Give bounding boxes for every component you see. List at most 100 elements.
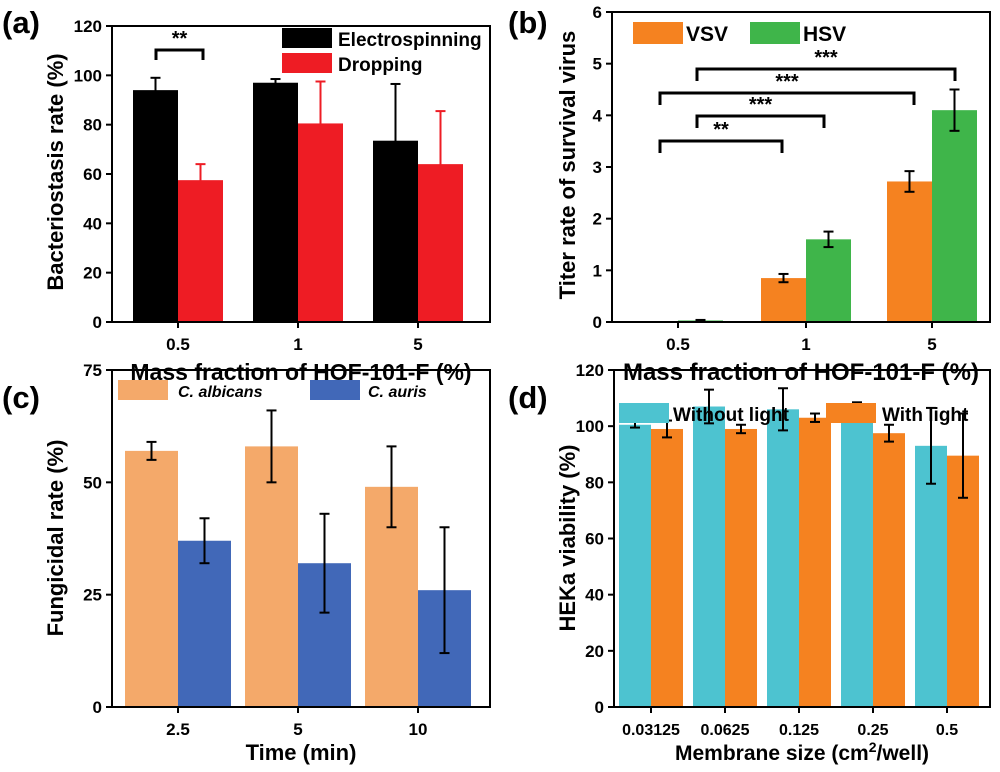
bar	[799, 417, 831, 707]
x-tick-label: 0.5	[666, 335, 690, 354]
y-tick-label: 6	[593, 3, 602, 22]
legend-label: C. auris	[368, 384, 427, 401]
y-axis-label: HEKa viability (%)	[555, 444, 580, 631]
y-tick-label: 0	[595, 698, 604, 717]
y-axis-label: Fungicidal rate (%)	[43, 440, 68, 637]
legend-swatch	[619, 403, 669, 423]
y-tick-label: 60	[585, 530, 604, 549]
y-tick-label: 1	[593, 261, 602, 280]
bar	[873, 433, 905, 707]
x-tick-label: 0.03125	[622, 722, 680, 739]
plot-frame	[613, 369, 991, 708]
legend-swatch	[282, 28, 332, 48]
legend-swatch	[282, 53, 332, 73]
x-axis-label: Mass fraction of HOF-101-F (%)	[623, 359, 979, 386]
x-tick-label: 0.125	[779, 722, 819, 739]
legend-swatch	[633, 22, 683, 44]
y-tick-label: 75	[83, 361, 102, 380]
panel-label: (b)	[508, 5, 548, 40]
bar	[178, 540, 231, 707]
x-tick-label: 1	[293, 335, 302, 354]
significance-label: ***	[749, 94, 773, 116]
legend-swatch	[826, 403, 876, 423]
y-tick-label: 100	[74, 66, 102, 85]
y-tick-label: 40	[83, 214, 102, 233]
y-tick-label: 100	[576, 417, 604, 436]
bar	[932, 110, 977, 323]
significance-label: ***	[775, 71, 799, 93]
y-tick-label: 0	[93, 313, 102, 332]
x-axis-label: Time (min)	[246, 740, 357, 765]
x-tick-label: 5	[413, 335, 422, 354]
x-axis-label: Mass fraction of HOF-101-F (%)	[130, 359, 471, 385]
significance-bracket	[695, 114, 826, 128]
legend-label: Dropping	[338, 55, 422, 76]
plot-frame	[111, 369, 491, 708]
x-tick-label: 0.0625	[701, 722, 750, 739]
legend-label: VSV	[686, 23, 728, 46]
y-tick-label: 120	[576, 361, 604, 380]
panel-label: (c)	[2, 380, 40, 415]
x-tick-label: 0.5	[936, 722, 958, 739]
bar	[887, 181, 932, 322]
bar	[725, 428, 757, 707]
x-tick-label: 10	[409, 720, 428, 739]
y-tick-label: 60	[83, 165, 102, 184]
bar	[178, 180, 223, 322]
bar	[245, 446, 298, 707]
bar	[767, 409, 799, 707]
y-tick-label: 2	[593, 210, 602, 229]
x-axis-label: Membrane size (cm2/well)	[675, 739, 929, 765]
bar	[693, 406, 725, 707]
legend-swatch	[310, 380, 360, 400]
legend-label: Without light	[673, 405, 790, 426]
legend-label: HSV	[803, 23, 846, 46]
y-tick-label: 50	[83, 473, 102, 492]
significance-bracket	[695, 67, 957, 81]
x-tick-label: 5	[293, 720, 302, 739]
x-tick-label: 5	[927, 335, 936, 354]
panel-label: (a)	[2, 5, 40, 40]
legend-swatch	[118, 380, 168, 400]
bar	[253, 82, 298, 322]
legend-swatch	[750, 22, 800, 44]
y-tick-label: 80	[585, 473, 604, 492]
legend-label: With light	[882, 405, 969, 426]
y-tick-label: 4	[593, 106, 603, 125]
plot-frame	[611, 11, 991, 323]
y-axis-label: Bacteriostasis rate (%)	[43, 53, 68, 290]
y-tick-label: 3	[593, 158, 602, 177]
significance-bracket	[154, 48, 205, 60]
significance-label: ***	[814, 47, 838, 69]
y-tick-label: 120	[74, 17, 102, 36]
legend-label: Electrospinning	[338, 30, 482, 51]
bar	[806, 239, 851, 322]
bar	[761, 278, 806, 322]
y-tick-label: 25	[83, 586, 102, 605]
y-tick-label: 0	[593, 313, 602, 332]
y-tick-label: 40	[585, 586, 604, 605]
bar	[133, 90, 178, 322]
significance-label: **	[172, 28, 188, 50]
bar	[619, 424, 651, 707]
bar	[651, 428, 683, 707]
bar	[125, 450, 178, 707]
panel-label: (d)	[508, 380, 548, 415]
x-tick-label: 0.25	[857, 722, 888, 739]
x-tick-label: 2.5	[166, 720, 190, 739]
y-tick-label: 20	[585, 642, 604, 661]
bar	[915, 445, 947, 707]
bar	[841, 409, 873, 707]
plot-frame	[111, 25, 491, 323]
x-tick-label: 0.5	[166, 335, 190, 354]
y-tick-label: 0	[93, 698, 102, 717]
significance-label: **	[713, 119, 729, 141]
y-tick-label: 20	[83, 264, 102, 283]
significance-bracket	[658, 91, 916, 105]
y-tick-label: 5	[593, 55, 602, 74]
legend-label: C. albicans	[178, 384, 263, 401]
y-axis-label: Titer rate of survival virus	[555, 31, 580, 300]
significance-bracket	[658, 139, 784, 153]
y-tick-label: 80	[83, 116, 102, 135]
